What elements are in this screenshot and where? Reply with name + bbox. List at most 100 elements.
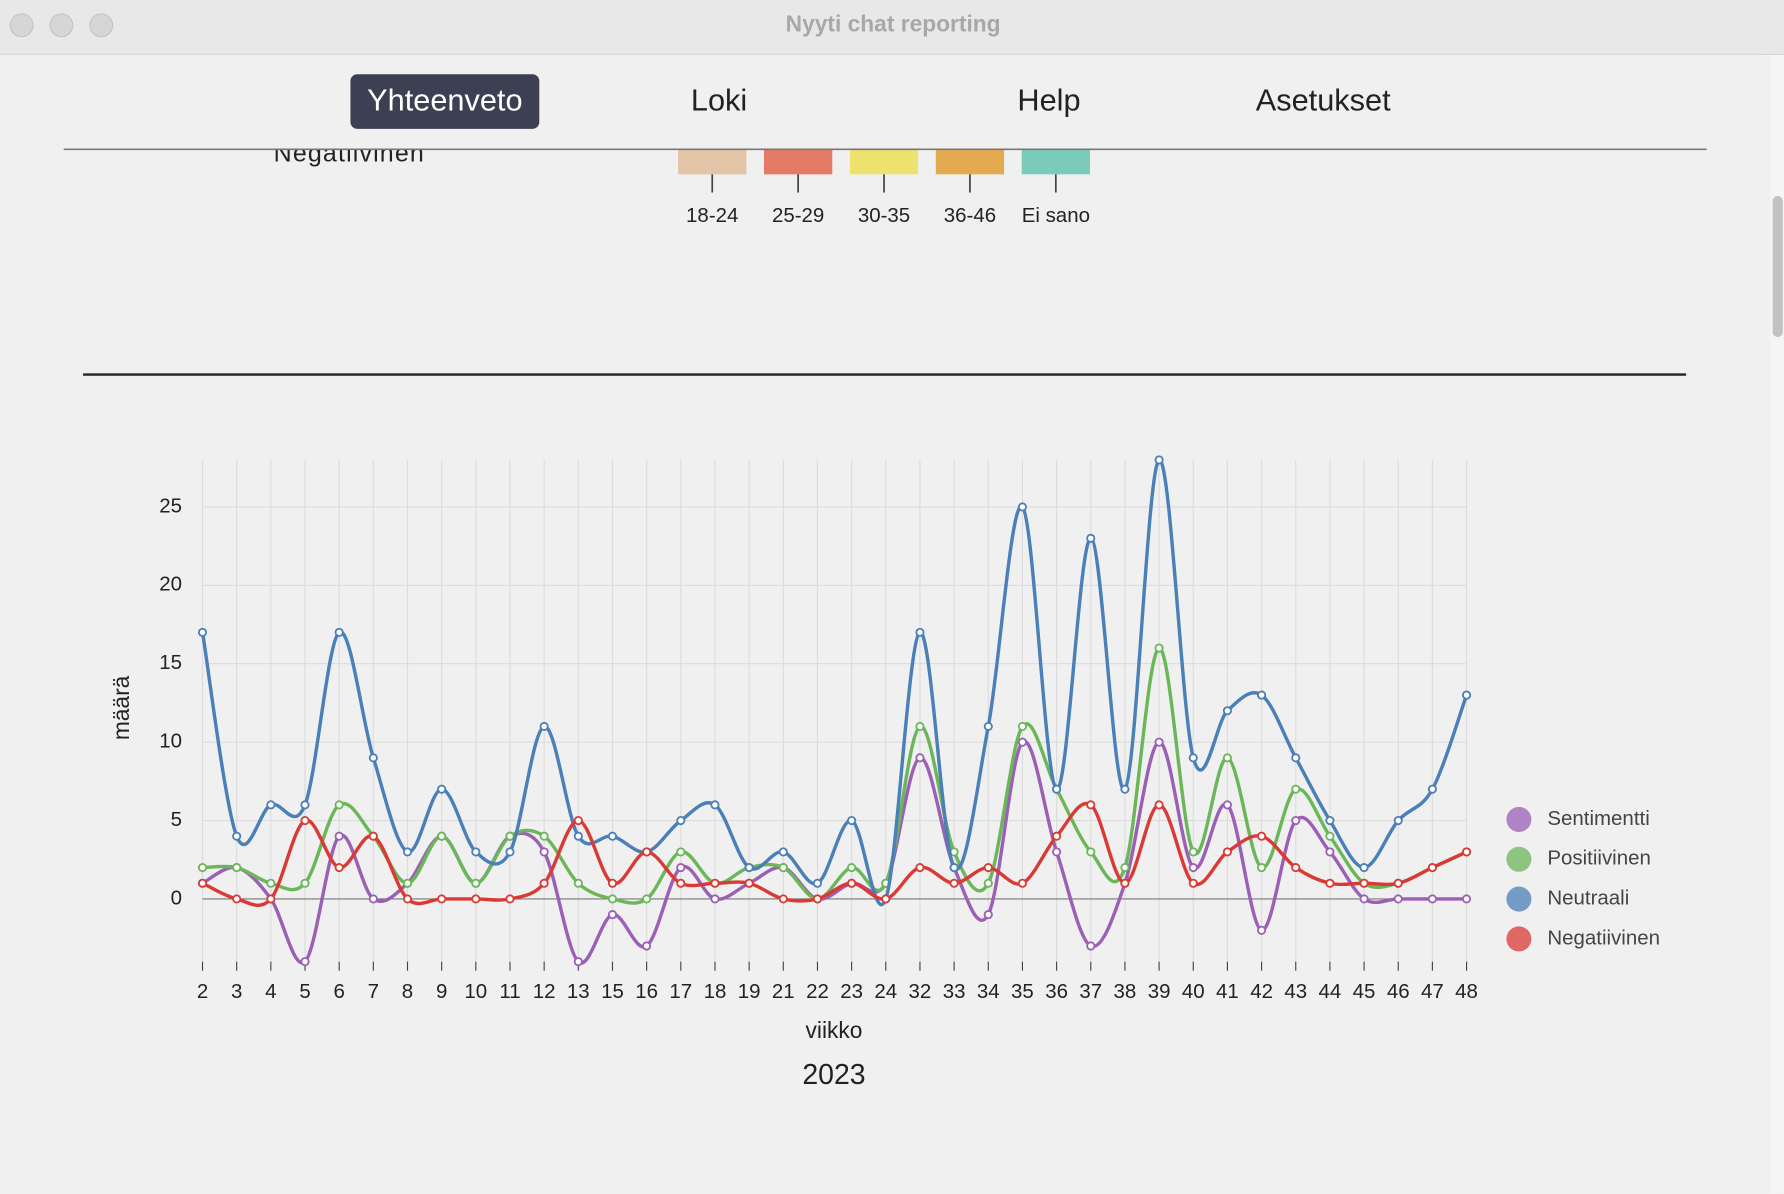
data-point <box>573 878 583 888</box>
data-point <box>232 894 242 904</box>
data-point <box>334 800 344 810</box>
data-point <box>1120 784 1130 794</box>
legend-swatch <box>1506 806 1532 832</box>
window-title: Nyyti chat reporting <box>786 10 1001 36</box>
data-point <box>1222 847 1232 857</box>
legend-label: Sentimentti <box>1547 807 1649 830</box>
x-tick-label: 37 <box>1079 980 1102 1003</box>
nav-tab[interactable]: Loki <box>691 83 747 118</box>
data-point <box>505 831 515 841</box>
data-point <box>949 878 959 888</box>
x-tick-label: 42 <box>1250 980 1273 1003</box>
legend-label: Negatiivinen <box>1547 926 1660 949</box>
data-point <box>1393 815 1403 826</box>
data-point <box>983 910 993 920</box>
close-button[interactable] <box>9 13 34 38</box>
data-point <box>676 878 686 888</box>
y-tick-label: 0 <box>171 886 182 909</box>
x-tick-label: 15 <box>601 980 624 1003</box>
nav-tab[interactable]: Asetukset <box>1256 83 1391 118</box>
age-label: 30-35 <box>858 204 910 227</box>
data-point <box>197 863 208 873</box>
legend-swatch <box>1506 926 1532 952</box>
data-point <box>1427 894 1437 904</box>
data-point <box>1052 847 1062 857</box>
data-point <box>710 878 720 888</box>
minimize-button[interactable] <box>49 13 74 38</box>
data-point <box>607 831 618 841</box>
data-point <box>232 863 242 873</box>
data-point <box>1325 831 1335 841</box>
data-point <box>1222 706 1232 716</box>
data-point <box>847 863 857 873</box>
data-point <box>539 847 549 857</box>
data-point <box>197 627 208 637</box>
y-tick-label: 15 <box>159 651 182 674</box>
x-tick-label: 3 <box>231 980 242 1003</box>
x-tick-label: 24 <box>874 980 897 1003</box>
data-point <box>539 878 549 888</box>
data-point <box>1325 878 1335 888</box>
data-point <box>1154 643 1164 653</box>
legend-swatch <box>1506 886 1532 912</box>
data-point <box>812 878 823 888</box>
data-point <box>437 831 447 841</box>
x-tick-label: 18 <box>704 980 727 1003</box>
data-point <box>1257 925 1267 935</box>
nav-tab-active-bg[interactable] <box>350 74 540 129</box>
nav-tab[interactable]: Yhteenveto <box>367 83 522 118</box>
data-point <box>847 815 857 826</box>
data-point <box>642 941 652 951</box>
x-tick-label: 7 <box>368 980 379 1003</box>
x-tick-label: 10 <box>464 980 487 1003</box>
data-point <box>266 878 276 888</box>
data-point <box>915 753 925 763</box>
data-point <box>676 815 686 826</box>
age-label: Ei sano <box>1022 204 1090 227</box>
data-point <box>1291 863 1301 873</box>
data-point <box>710 800 720 810</box>
nav-tab[interactable]: Help <box>1017 83 1080 118</box>
data-point <box>1017 721 1027 732</box>
data-point <box>471 878 481 888</box>
x-tick-label: 32 <box>909 980 932 1003</box>
x-tick-label: 17 <box>669 980 692 1003</box>
data-point <box>471 847 481 857</box>
data-point <box>676 863 686 873</box>
data-point <box>1393 878 1403 888</box>
data-point <box>710 894 720 904</box>
x-tick-label: 48 <box>1455 980 1478 1003</box>
data-point <box>1359 894 1369 904</box>
x-tick-label: 21 <box>772 980 795 1003</box>
data-point <box>915 721 925 732</box>
data-point <box>368 831 378 841</box>
age-label: 18-24 <box>686 204 738 227</box>
data-point <box>197 878 208 888</box>
x-tick-label: 13 <box>567 980 590 1003</box>
x-tick-label: 44 <box>1319 980 1342 1003</box>
data-point <box>1188 753 1198 763</box>
data-point <box>1291 753 1301 763</box>
scrollbar-thumb[interactable] <box>1772 195 1783 338</box>
data-point <box>744 863 754 873</box>
data-point <box>505 894 515 904</box>
data-point <box>847 878 857 888</box>
data-point <box>915 627 925 637</box>
x-tick-label: 19 <box>738 980 761 1003</box>
zoom-button[interactable] <box>89 13 114 38</box>
data-point <box>471 894 481 904</box>
data-point <box>983 863 993 873</box>
x-axis-label: viikko <box>806 1017 863 1043</box>
data-point <box>881 894 891 904</box>
x-tick-label: 36 <box>1045 980 1068 1003</box>
data-point <box>402 847 413 857</box>
y-tick-label: 20 <box>159 573 182 596</box>
data-point <box>1427 784 1437 794</box>
data-point <box>1154 455 1164 465</box>
data-point <box>368 753 378 763</box>
age-label: 36-46 <box>944 204 996 227</box>
x-tick-label: 38 <box>1114 980 1137 1003</box>
